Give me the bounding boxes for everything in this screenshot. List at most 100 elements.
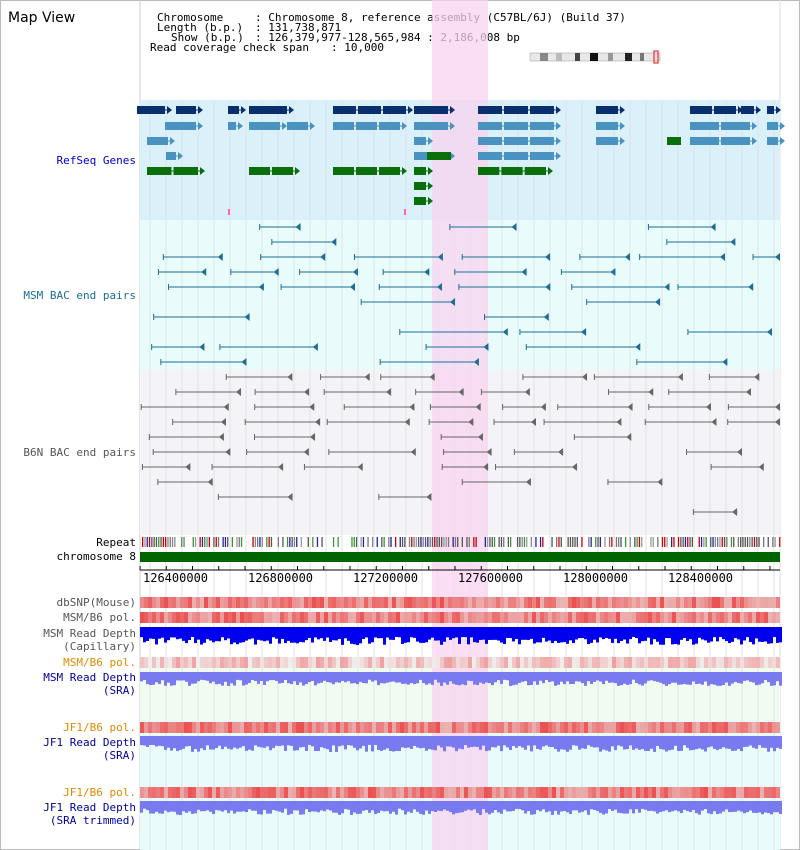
heat-cell — [684, 787, 688, 798]
heat-cell — [164, 787, 168, 798]
heat-cell — [412, 657, 416, 668]
depth-bar — [749, 801, 752, 811]
depth-bar — [752, 801, 755, 813]
repeat-element — [192, 537, 194, 547]
depth-bar — [701, 672, 704, 685]
heat-cell — [744, 657, 748, 668]
track-label-msm-depth-capillary[interactable]: MSM Read Depth — [43, 627, 136, 640]
depth-bar — [380, 736, 383, 751]
depth-bar — [629, 736, 632, 746]
depth-bar — [197, 736, 200, 752]
bac-end — [732, 508, 738, 516]
heat-cell — [364, 657, 368, 668]
track-label-chromosome[interactable]: chromosome 8 — [56, 550, 136, 563]
track-label-msm-depth-sra[interactable]: MSM Read Depth — [43, 671, 136, 684]
depth-bar — [221, 672, 224, 686]
heat-cell — [164, 722, 168, 733]
depth-bar — [182, 672, 185, 681]
heat-cell — [732, 612, 736, 623]
depth-bar — [641, 672, 644, 686]
depth-bar — [632, 801, 635, 814]
heat-cell — [244, 722, 248, 733]
heat-cell — [268, 722, 272, 733]
heat-cell — [356, 612, 360, 623]
depth-bar — [179, 736, 182, 750]
heat-cell — [336, 597, 340, 608]
depth-bar — [557, 801, 560, 815]
gene-arrow — [620, 137, 625, 145]
track-label-refseq[interactable]: RefSeq Genes — [56, 154, 136, 167]
depth-bar — [575, 801, 578, 811]
heat-cell — [484, 612, 488, 623]
repeat-track[interactable] — [142, 537, 781, 547]
depth-bar — [521, 672, 524, 682]
depth-bar — [338, 801, 341, 815]
heat-cell — [584, 657, 588, 668]
msm-bac-pairs[interactable] — [151, 223, 780, 366]
axis-tick-label: 127600000 — [458, 571, 524, 585]
heat-tracks[interactable] — [140, 597, 782, 815]
depth-bar — [236, 736, 239, 749]
track-label-dbsnp[interactable]: dbSNP(Mouse) — [56, 596, 136, 609]
heat-cell — [248, 612, 252, 623]
heat-cell — [492, 722, 496, 733]
heat-cell — [748, 612, 752, 623]
depth-bar — [431, 672, 434, 685]
track-label-repeat[interactable]: Repeat — [96, 536, 136, 549]
depth-bar — [464, 672, 467, 686]
heat-cell — [212, 722, 216, 733]
repeat-element — [611, 537, 613, 547]
repeat-element — [261, 537, 263, 547]
depth-bar — [572, 627, 575, 644]
depth-bar — [659, 736, 662, 749]
repeat-element — [558, 537, 560, 547]
track-label-jf1-depth-trimmed[interactable]: JF1 Read Depth — [43, 801, 136, 814]
repeat-element — [312, 537, 314, 547]
depth-bar — [497, 672, 500, 681]
depth-bar — [173, 736, 176, 749]
depth-bar — [551, 801, 554, 815]
depth-bar — [335, 801, 338, 813]
heat-cell — [408, 787, 412, 798]
track-label-b6n-bac[interactable]: B6N BAC end pairs — [23, 446, 136, 459]
heat-cell — [512, 657, 516, 668]
repeat-element — [599, 537, 601, 547]
heat-cell — [308, 612, 312, 623]
b6n-bac-pairs[interactable] — [140, 373, 780, 516]
track-label-msm-b6-pol-sra[interactable]: MSM/B6 pol. — [63, 656, 136, 669]
depth-bar — [614, 672, 617, 684]
heat-cell — [284, 722, 288, 733]
track-label-msm-bac[interactable]: MSM BAC end pairs — [23, 289, 136, 302]
heat-cell — [460, 722, 464, 733]
heat-cell — [680, 787, 684, 798]
depth-bar — [215, 627, 218, 642]
track-label-jf1-b6-pol[interactable]: JF1/B6 pol. — [63, 721, 136, 734]
heat-cell — [184, 597, 188, 608]
heat-cell — [300, 787, 304, 798]
chromosome-ideogram[interactable] — [529, 50, 661, 64]
depth-bar — [371, 736, 374, 752]
track-label-jf1-b6-pol-trimmed[interactable]: JF1/B6 pol. — [63, 786, 136, 799]
gene-arrow — [167, 106, 172, 114]
heat-cell — [508, 597, 512, 608]
depth-bar — [146, 672, 149, 685]
track-label-msm-b6-pol[interactable]: MSM/B6 pol. — [63, 611, 136, 624]
depth-bar — [218, 801, 221, 811]
bac-end — [303, 448, 309, 456]
repeat-element — [293, 537, 296, 547]
heat-cell — [172, 722, 176, 733]
gene-exon — [530, 137, 554, 145]
refseq-genes[interactable] — [137, 106, 785, 215]
header-coverage-key: Read coverage check span — [150, 41, 309, 54]
depth-bar — [275, 627, 278, 639]
depth-bar — [494, 627, 497, 640]
chromosome-bar[interactable] — [140, 552, 780, 562]
heat-cell — [188, 612, 192, 623]
heat-cell — [172, 657, 176, 668]
depth-bar — [374, 801, 377, 815]
depth-bar — [221, 627, 224, 638]
depth-bar — [653, 627, 656, 640]
heat-cell — [568, 597, 572, 608]
track-label-jf1-depth[interactable]: JF1 Read Depth — [43, 736, 136, 749]
